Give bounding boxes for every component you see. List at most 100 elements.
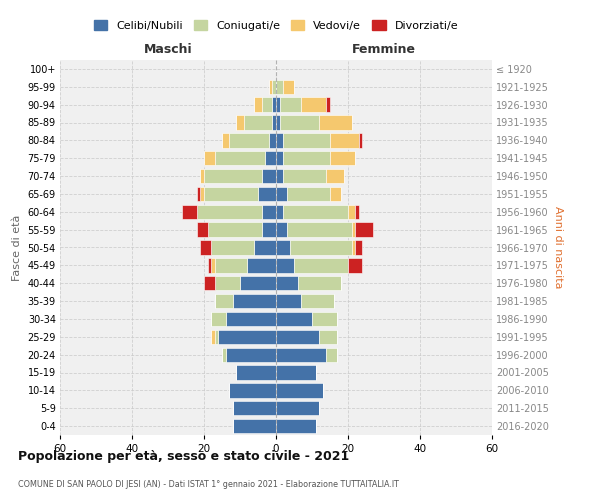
Bar: [276, 187, 287, 201]
Bar: [326, 98, 330, 112]
Bar: [211, 258, 215, 272]
Bar: [276, 401, 319, 415]
Bar: [280, 116, 319, 130]
Bar: [222, 133, 229, 148]
Bar: [262, 98, 272, 112]
Bar: [359, 133, 362, 148]
Bar: [211, 240, 254, 254]
Bar: [233, 401, 276, 415]
Bar: [272, 80, 276, 94]
Bar: [276, 330, 319, 344]
Bar: [330, 187, 341, 201]
Bar: [197, 222, 208, 237]
Bar: [258, 187, 276, 201]
Bar: [287, 187, 330, 201]
Y-axis label: Anni di nascita: Anni di nascita: [553, 206, 563, 289]
Bar: [276, 222, 287, 237]
Text: Maschi: Maschi: [143, 44, 193, 57]
Bar: [276, 204, 283, 219]
Bar: [330, 133, 359, 148]
Bar: [301, 98, 326, 112]
Bar: [355, 204, 359, 219]
Bar: [355, 240, 362, 254]
Bar: [283, 169, 326, 183]
Bar: [276, 98, 280, 112]
Bar: [269, 80, 272, 94]
Bar: [226, 348, 276, 362]
Bar: [280, 98, 301, 112]
Bar: [283, 151, 330, 166]
Bar: [276, 348, 326, 362]
Bar: [276, 169, 283, 183]
Bar: [283, 80, 294, 94]
Bar: [233, 294, 276, 308]
Bar: [247, 258, 276, 272]
Bar: [298, 276, 341, 290]
Bar: [211, 330, 215, 344]
Bar: [276, 419, 316, 433]
Bar: [276, 240, 290, 254]
Bar: [200, 240, 211, 254]
Bar: [290, 240, 352, 254]
Bar: [312, 312, 337, 326]
Bar: [294, 258, 348, 272]
Bar: [276, 151, 283, 166]
Bar: [229, 133, 269, 148]
Bar: [272, 98, 276, 112]
Bar: [197, 204, 262, 219]
Bar: [204, 276, 215, 290]
Bar: [204, 151, 215, 166]
Bar: [276, 383, 323, 398]
Bar: [326, 348, 337, 362]
Bar: [355, 222, 373, 237]
Bar: [283, 204, 348, 219]
Bar: [236, 116, 244, 130]
Bar: [265, 151, 276, 166]
Bar: [208, 258, 211, 272]
Bar: [215, 294, 233, 308]
Bar: [200, 187, 204, 201]
Bar: [218, 330, 276, 344]
Bar: [319, 116, 352, 130]
Text: COMUNE DI SAN PAOLO DI JESI (AN) - Dati ISTAT 1° gennaio 2021 - Elaborazione TUT: COMUNE DI SAN PAOLO DI JESI (AN) - Dati …: [18, 480, 399, 489]
Bar: [262, 169, 276, 183]
Bar: [215, 330, 218, 344]
Bar: [226, 312, 276, 326]
Bar: [254, 240, 276, 254]
Text: Femmine: Femmine: [352, 44, 416, 57]
Bar: [200, 169, 204, 183]
Bar: [319, 330, 337, 344]
Bar: [348, 258, 362, 272]
Bar: [236, 366, 276, 380]
Bar: [269, 133, 276, 148]
Bar: [276, 116, 280, 130]
Legend: Celibi/Nubili, Coniugati/e, Vedovi/e, Divorziati/e: Celibi/Nubili, Coniugati/e, Vedovi/e, Di…: [91, 17, 461, 34]
Bar: [215, 276, 240, 290]
Bar: [244, 116, 272, 130]
Bar: [233, 419, 276, 433]
Bar: [287, 222, 352, 237]
Y-axis label: Fasce di età: Fasce di età: [12, 214, 22, 280]
Bar: [276, 366, 316, 380]
Bar: [276, 133, 283, 148]
Bar: [262, 222, 276, 237]
Bar: [222, 348, 226, 362]
Bar: [229, 383, 276, 398]
Bar: [276, 276, 298, 290]
Bar: [262, 204, 276, 219]
Bar: [211, 312, 226, 326]
Bar: [197, 187, 200, 201]
Bar: [254, 98, 262, 112]
Bar: [348, 204, 355, 219]
Bar: [272, 116, 276, 130]
Bar: [276, 312, 312, 326]
Bar: [215, 258, 247, 272]
Bar: [208, 222, 262, 237]
Text: Popolazione per età, sesso e stato civile - 2021: Popolazione per età, sesso e stato civil…: [18, 450, 349, 463]
Bar: [301, 294, 334, 308]
Bar: [352, 240, 355, 254]
Bar: [204, 187, 258, 201]
Bar: [352, 222, 355, 237]
Bar: [240, 276, 276, 290]
Bar: [182, 204, 197, 219]
